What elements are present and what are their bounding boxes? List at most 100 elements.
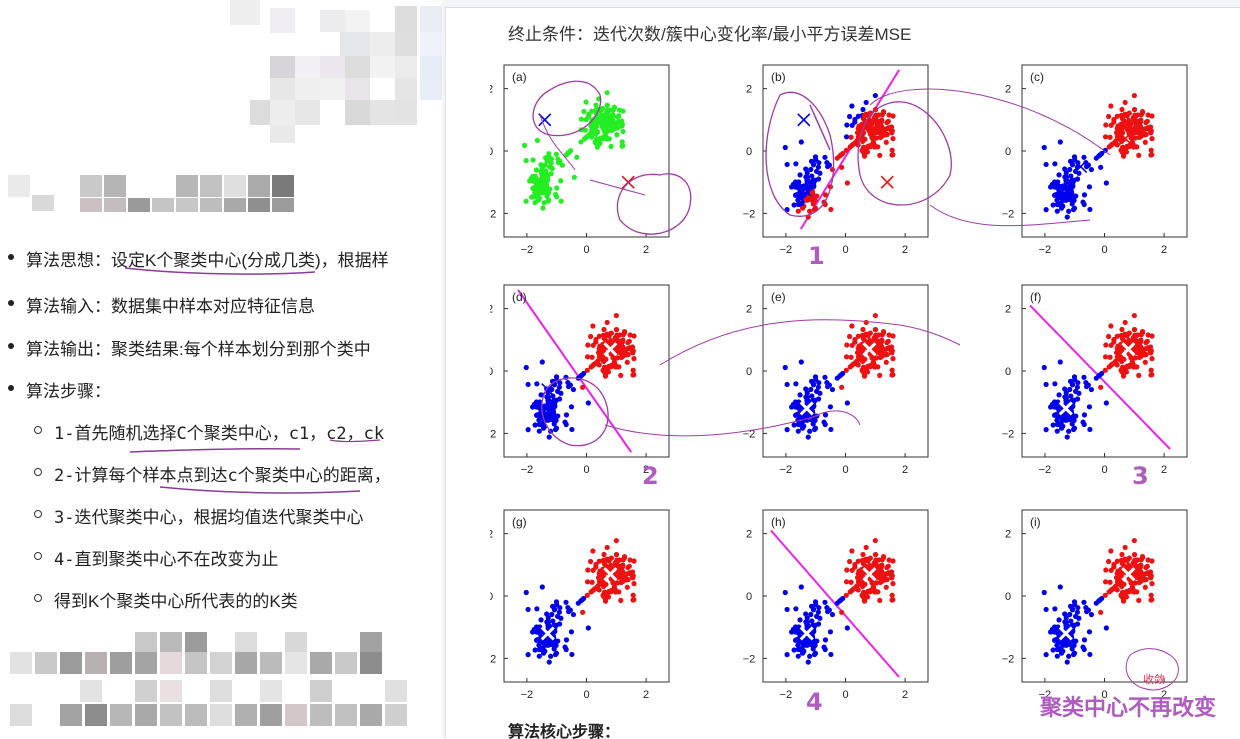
data-point: [863, 319, 869, 326]
data-point: [1063, 390, 1069, 396]
data-point: [546, 659, 552, 665]
data-point: [597, 573, 604, 579]
data-point: [874, 127, 881, 133]
x-tick-label: 2: [1161, 244, 1167, 256]
data-point: [1103, 625, 1109, 631]
data-point: [790, 626, 797, 632]
data-point: [587, 333, 594, 340]
data-point: [1081, 637, 1088, 643]
data-point: [1050, 422, 1056, 428]
data-point: [607, 556, 613, 562]
data-point: [1065, 186, 1071, 192]
data-point: [1076, 170, 1082, 176]
y-tick-label: 0: [746, 146, 752, 158]
data-point: [557, 158, 563, 164]
data-point: [522, 142, 528, 148]
data-point: [874, 558, 880, 564]
termination-heading: 终止条件：迭代次数/簇中心变化率/最小平方误差MSE: [508, 25, 912, 44]
data-point: [1064, 434, 1070, 440]
data-point: [550, 618, 556, 624]
data-point: [805, 434, 811, 440]
data-point: [1071, 650, 1078, 656]
data-point: [1071, 425, 1078, 431]
data-point: [558, 390, 564, 396]
data-point: [610, 580, 616, 586]
data-point: [629, 569, 636, 575]
data-point: [1147, 124, 1154, 130]
data-point: [844, 567, 850, 573]
data-point: [1041, 144, 1047, 151]
data-point: [1136, 597, 1142, 603]
data-point: [532, 200, 538, 206]
data-point: [809, 618, 815, 624]
data-point: [554, 602, 560, 608]
data-point: [803, 611, 809, 617]
data-point: [793, 161, 799, 167]
data-point: [866, 556, 872, 562]
data-point: [539, 359, 545, 365]
data-point: [558, 615, 564, 621]
data-point: [872, 551, 879, 558]
data-point: [611, 123, 618, 129]
data-point: [889, 573, 895, 579]
y-tick-label: 2: [490, 304, 493, 316]
data-point: [1131, 92, 1137, 99]
bullet-label: 算法思想：: [26, 251, 111, 270]
data-point: [815, 176, 822, 182]
data-point: [1081, 412, 1088, 418]
data-point: [587, 558, 594, 565]
data-point: [1064, 659, 1070, 665]
centroid-marker: [1118, 131, 1132, 146]
data-point: [1122, 99, 1128, 106]
data-point: [1070, 182, 1076, 189]
data-point: [1108, 122, 1114, 128]
data-point: [1056, 172, 1062, 178]
data-point: [1068, 618, 1074, 624]
data-point: [1133, 337, 1139, 344]
data-point: [614, 114, 621, 120]
data-point: [568, 404, 575, 410]
data-point: [1063, 624, 1069, 631]
data-point: [1049, 181, 1056, 187]
data-point: [618, 372, 624, 378]
centroid-marker: [540, 626, 555, 641]
data-point: [1062, 611, 1068, 617]
data-point: [589, 579, 595, 585]
panel-label: (d): [512, 290, 527, 304]
data-point: [541, 200, 547, 206]
data-point: [608, 364, 614, 370]
data-point: [798, 359, 804, 365]
data-point: [621, 575, 628, 581]
annotation-number-4: 4: [806, 688, 823, 716]
data-point: [1052, 381, 1058, 387]
step-circle: [34, 468, 42, 476]
data-point: [884, 339, 890, 346]
data-point: [597, 581, 604, 587]
data-point: [861, 371, 868, 377]
data-point: [784, 427, 790, 433]
y-tick-label: 2: [746, 84, 752, 96]
data-point: [610, 107, 617, 113]
handwritten-stroke: [809, 104, 831, 151]
data-point: [1147, 344, 1154, 350]
data-point: [1103, 567, 1109, 573]
data-point: [1054, 417, 1060, 423]
handwritten-stroke: [604, 414, 821, 437]
data-point: [556, 396, 563, 402]
data-point: [872, 326, 879, 333]
centroid-marker: [799, 401, 814, 416]
data-point: [556, 621, 563, 627]
data-point: [1062, 619, 1068, 625]
data-point: [1135, 123, 1142, 129]
data-point: [549, 386, 555, 393]
data-point: [872, 537, 878, 544]
data-point: [1125, 331, 1131, 337]
handwritten-stroke: [659, 319, 961, 366]
data-point: [886, 557, 892, 563]
data-point: [593, 336, 599, 343]
data-point: [851, 361, 857, 367]
data-point: [806, 186, 812, 192]
panel-label: (i): [1030, 515, 1041, 529]
data-point: [523, 364, 529, 371]
data-point: [828, 426, 834, 433]
